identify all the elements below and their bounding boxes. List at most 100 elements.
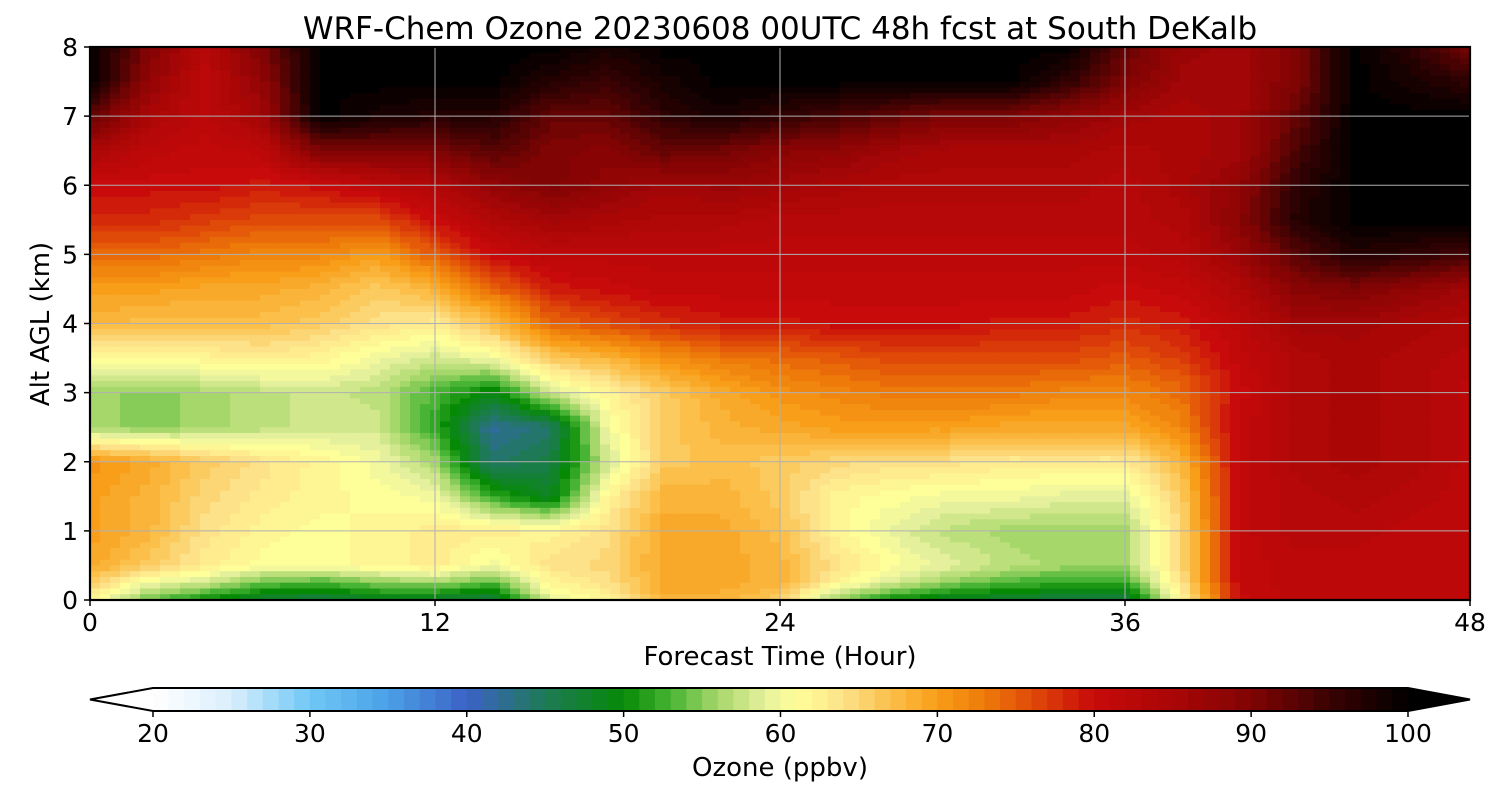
contour-cell xyxy=(1400,219,1411,227)
contour-cell xyxy=(480,237,491,244)
contour-cell xyxy=(990,110,1001,117)
contour-cell xyxy=(790,179,801,186)
contour-cell xyxy=(990,81,1001,88)
contour-cell xyxy=(1100,208,1111,215)
contour-cell xyxy=(920,121,931,129)
contour-cell xyxy=(90,214,101,221)
contour-cell xyxy=(530,179,541,186)
contour-cell xyxy=(440,75,451,83)
contour-cell xyxy=(880,87,891,94)
contour-cell xyxy=(860,214,871,221)
contour-cell xyxy=(1080,219,1091,227)
contour-cell xyxy=(1300,196,1311,204)
contour-cell xyxy=(1150,139,1161,146)
contour-cell xyxy=(300,121,311,129)
contour-cell xyxy=(650,139,661,146)
contour-cell xyxy=(660,237,671,244)
contour-cell xyxy=(300,144,311,152)
contour-cell xyxy=(110,133,121,140)
contour-cell xyxy=(700,104,711,111)
contour-cell xyxy=(1160,231,1171,238)
contour-cell xyxy=(1000,225,1011,232)
contour-cell xyxy=(400,231,411,238)
contour-cell xyxy=(90,52,101,60)
contour-cell xyxy=(1220,231,1231,238)
contour-cell xyxy=(900,98,911,106)
contour-cell xyxy=(130,127,141,135)
contour-cell xyxy=(630,150,641,158)
contour-cell xyxy=(1040,98,1051,106)
contour-cell xyxy=(450,139,461,146)
contour-cell xyxy=(570,162,581,169)
contour-cell xyxy=(1210,248,1221,255)
contour-cell xyxy=(810,70,821,77)
contour-cell xyxy=(910,248,921,255)
contour-cell xyxy=(1400,110,1411,117)
contour-cell xyxy=(1190,179,1201,186)
contour-cell xyxy=(1040,248,1051,255)
contour-cell xyxy=(1280,242,1291,250)
contour-cell xyxy=(280,127,291,135)
contour-cell xyxy=(660,52,671,60)
contour-cell xyxy=(1080,70,1091,77)
contour-cell xyxy=(1400,214,1411,221)
contour-cell xyxy=(1340,196,1351,204)
contour-cell xyxy=(90,47,101,54)
contour-cell xyxy=(1180,214,1191,221)
contour-cell xyxy=(560,156,571,163)
contour-cell xyxy=(420,104,431,111)
contour-cell xyxy=(830,87,841,94)
contour-cell xyxy=(1160,202,1171,209)
contour-cell xyxy=(630,167,641,175)
contour-cell xyxy=(500,225,511,232)
contour-cell xyxy=(1420,167,1431,175)
contour-cell xyxy=(110,93,121,100)
contour-cell xyxy=(530,231,541,238)
contour-cell xyxy=(730,116,741,123)
contour-cell xyxy=(730,191,741,198)
contour-cell xyxy=(920,98,931,106)
contour-cell xyxy=(1320,47,1331,54)
contour-cell xyxy=(210,254,221,261)
contour-cell xyxy=(600,231,611,238)
contour-cell xyxy=(110,225,121,232)
contour-cell xyxy=(1050,47,1061,54)
contour-cell xyxy=(320,75,331,83)
contour-cell xyxy=(680,64,691,71)
contour-cell xyxy=(1420,58,1431,65)
contour-cell xyxy=(630,116,641,123)
contour-cell xyxy=(1250,231,1261,238)
contour-cell xyxy=(190,104,201,111)
contour-cell xyxy=(870,237,881,244)
contour-cell xyxy=(410,116,421,123)
contour-cell xyxy=(1070,214,1081,221)
contour-cell xyxy=(910,208,921,215)
contour-cell xyxy=(400,98,411,106)
contour-cell xyxy=(270,156,281,163)
contour-cell xyxy=(1450,167,1461,175)
contour-cell xyxy=(1050,185,1061,192)
contour-cell xyxy=(1030,81,1041,88)
contour-cell xyxy=(830,133,841,140)
contour-cell xyxy=(690,81,701,88)
contour-cell xyxy=(1090,179,1101,186)
contour-cell xyxy=(860,162,871,169)
contour-cell xyxy=(500,81,511,88)
contour-cell xyxy=(610,58,621,65)
contour-cell xyxy=(240,167,251,175)
contour-cell xyxy=(1050,208,1061,215)
contour-cell xyxy=(420,127,431,135)
contour-cell xyxy=(690,202,701,209)
contour-cell xyxy=(1130,116,1141,123)
contour-cell xyxy=(930,121,941,129)
contour-cell xyxy=(310,75,321,83)
contour-cell xyxy=(350,242,361,250)
contour-cell xyxy=(520,162,531,169)
contour-cell xyxy=(110,242,121,250)
contour-cell xyxy=(1010,81,1021,88)
contour-cell xyxy=(330,237,341,244)
contour-cell xyxy=(810,219,821,227)
contour-cell xyxy=(1090,87,1101,94)
contour-cell xyxy=(190,167,201,175)
contour-cell xyxy=(1050,93,1061,100)
